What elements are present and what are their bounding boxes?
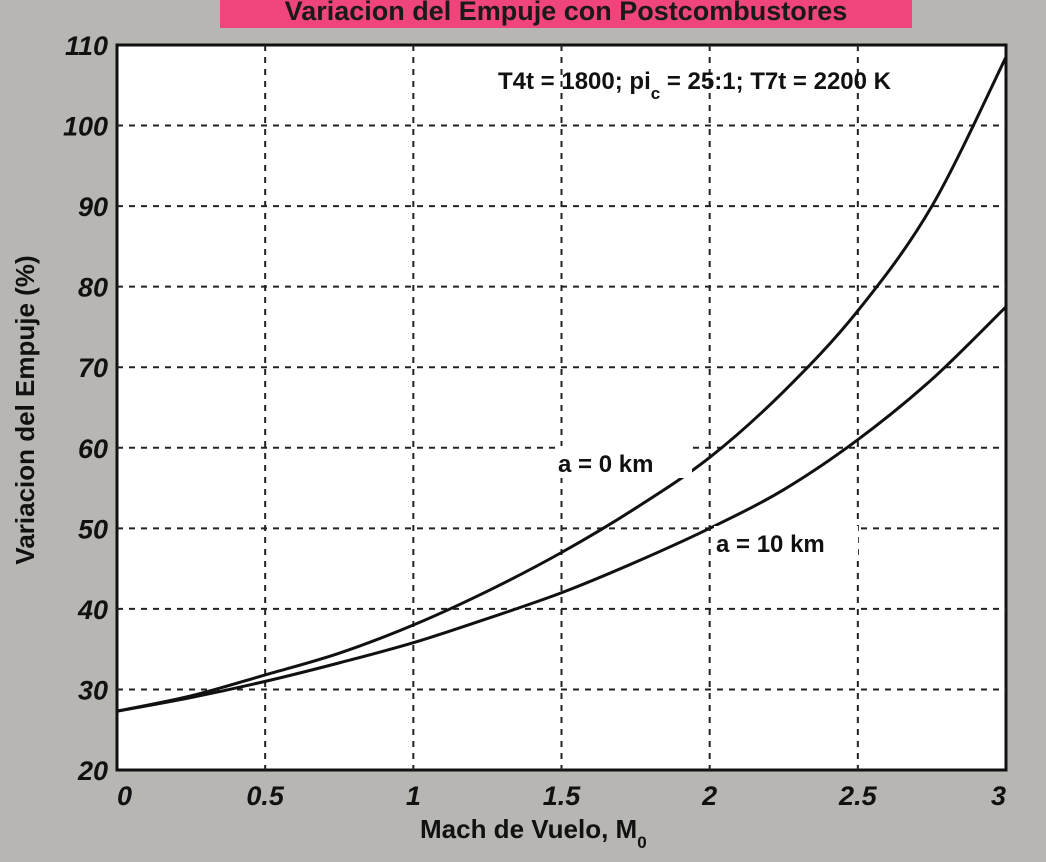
- y-tick-label: 100: [63, 112, 108, 142]
- y-tick-label: 50: [78, 514, 108, 544]
- annotation-subscript: c: [651, 84, 660, 103]
- y-tick-labels: 20 30 40 50 60 70 80 90 100 110: [63, 31, 108, 786]
- x-axis-label-main: Mach de Vuelo, M: [420, 814, 637, 844]
- y-tick-label: 70: [78, 353, 108, 383]
- x-tick-label: 0: [117, 781, 132, 811]
- x-tick-label: 1: [406, 781, 421, 811]
- series-label-bg-1: [714, 526, 858, 558]
- series-label-a10: a = 10 km: [716, 531, 825, 558]
- y-tick-label: 60: [78, 434, 108, 464]
- y-tick-label: 30: [78, 675, 108, 705]
- chart-annotation: T4t = 1800; pic = 25:1; T7t = 2200 K: [498, 68, 892, 103]
- y-tick-label: 110: [65, 31, 108, 61]
- x-tick-labels: 0 0.5 1 1.5 2 2.5 3: [117, 781, 1006, 811]
- x-tick-label: 2.5: [838, 781, 878, 811]
- series-label-bg-0: [555, 446, 692, 478]
- y-tick-label: 90: [78, 192, 108, 222]
- annotation-part-2: = 25:1; T7t = 2200 K: [660, 68, 891, 95]
- x-tick-label: 2: [701, 781, 717, 811]
- series-line-1: [116, 305, 1008, 713]
- series-lines: [116, 56, 1008, 713]
- y-tick-label: 20: [77, 756, 108, 786]
- series-label-a0: a = 0 km: [558, 451, 653, 478]
- x-tick-label: 3: [991, 781, 1006, 811]
- series-line-0: [116, 56, 1008, 713]
- x-tick-label: 0.5: [246, 781, 285, 811]
- x-axis-label-subscript: 0: [637, 833, 646, 852]
- y-axis-label: Variacion del Empuje (%): [10, 255, 40, 564]
- title-banner: [220, 0, 912, 28]
- y-tick-label: 40: [77, 595, 108, 625]
- y-tick-label: 80: [78, 273, 108, 303]
- x-tick-label: 1.5: [543, 781, 582, 811]
- chart-title: Variacion del Empuje con Postcombustores: [285, 0, 848, 26]
- grid-lines: [117, 45, 1006, 770]
- x-axis-label: Mach de Vuelo, M0: [420, 814, 647, 852]
- annotation-part-1: T4t = 1800; pi: [498, 68, 651, 95]
